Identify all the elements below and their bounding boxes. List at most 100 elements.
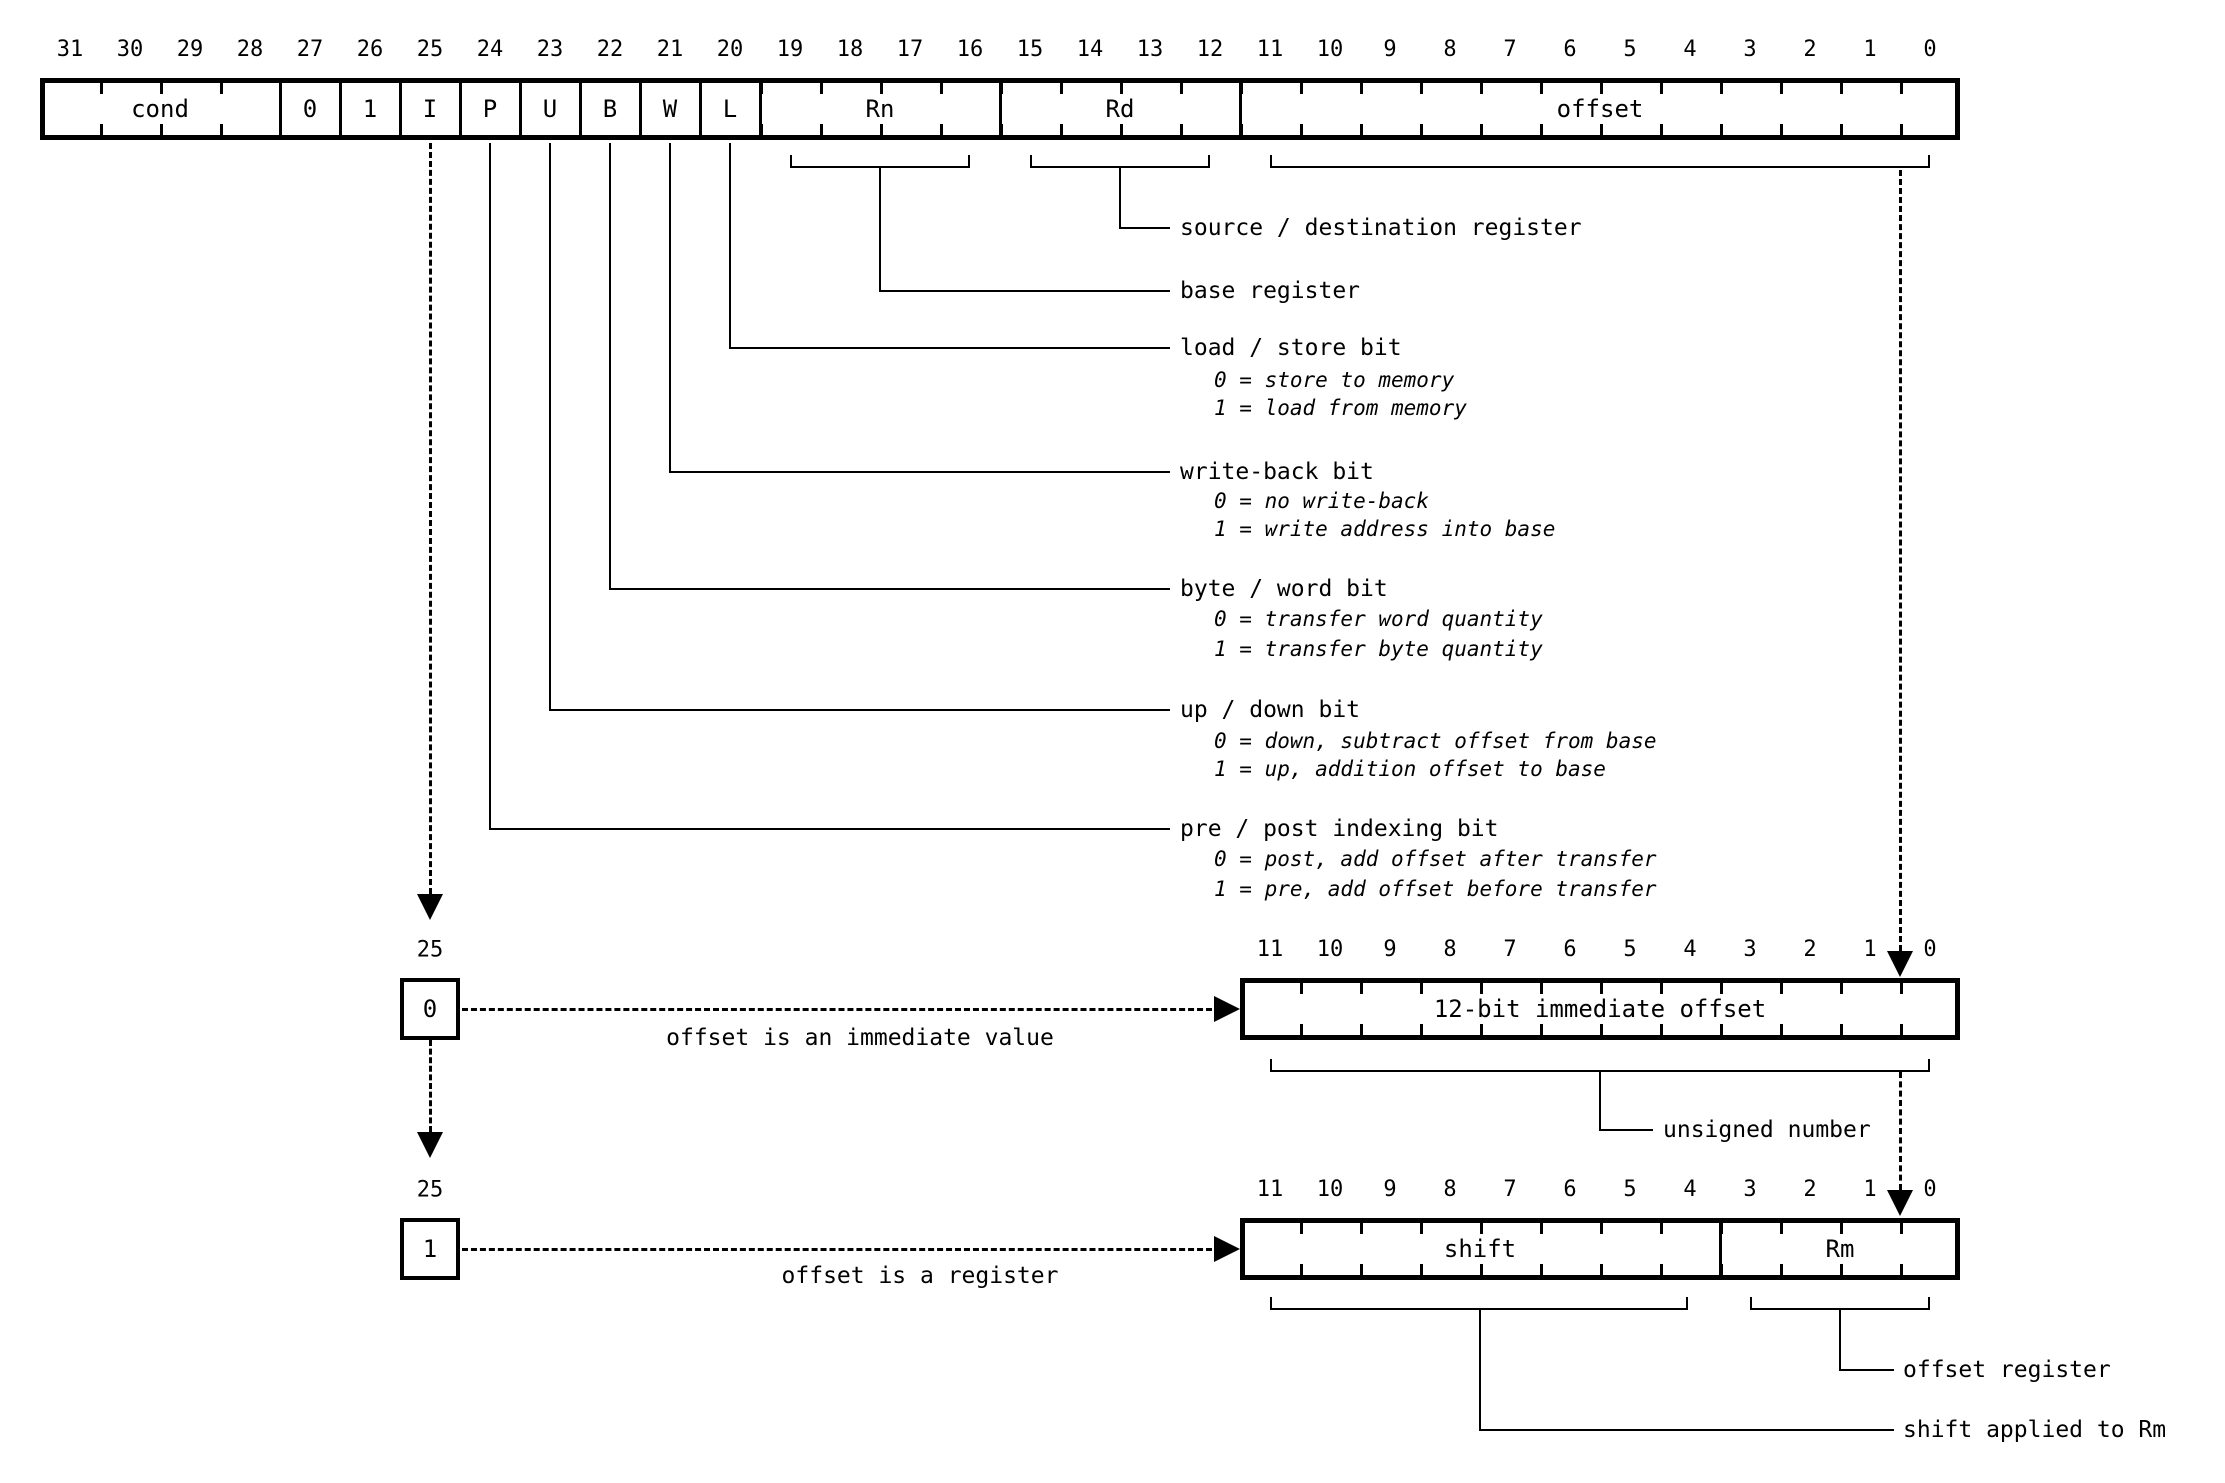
- connector-b-hline: [608, 587, 1170, 591]
- arrow-down-register-variant-icon: [417, 1132, 443, 1158]
- note-load-store-1: 1 = load from memory: [1214, 396, 1467, 420]
- connector-rd-hline: [1118, 226, 1170, 230]
- bit-number: 17: [896, 37, 924, 62]
- connector-rd-vline: [1118, 168, 1122, 229]
- note-pre-post-1: 1 = pre, add offset before transfer: [1214, 877, 1657, 901]
- bit-number: 4: [1683, 37, 1697, 62]
- arrow-down-into-rm-box-icon: [1887, 1190, 1913, 1216]
- unsigned-number-hline: [1598, 1128, 1653, 1132]
- field-b-bit: B: [602, 95, 618, 123]
- bit-number: 2: [1803, 937, 1817, 962]
- bit-number: 10: [1316, 1177, 1344, 1202]
- note-pre-post-0: 0 = post, add offset after transfer: [1214, 847, 1657, 871]
- field-separator: [278, 82, 282, 136]
- bit-number: 14: [1076, 37, 1104, 62]
- bit-number: 2: [1803, 1177, 1817, 1202]
- bit-number: 27: [296, 37, 324, 62]
- bit-number: 1: [1863, 37, 1877, 62]
- register-dashed-arrow-line: [462, 1247, 1212, 1251]
- bit-number: 6: [1563, 937, 1577, 962]
- field-rd: Rd: [1105, 95, 1135, 123]
- field-rm: Rm: [1825, 1235, 1855, 1263]
- bit-25-label-register: 25: [416, 1177, 444, 1203]
- bit-number: 15: [1016, 37, 1044, 62]
- bit-number: 4: [1683, 1177, 1697, 1202]
- rn-bracket: [790, 155, 970, 168]
- label-up-down-bit: up / down bit: [1180, 697, 1361, 723]
- field-separator: [398, 82, 402, 136]
- connector-p-hline: [488, 827, 1170, 831]
- bit-number: 20: [716, 37, 744, 62]
- bit-number: 9: [1383, 1177, 1397, 1202]
- i-bit-value-box-1: 1: [400, 1218, 460, 1280]
- bit-number: 3: [1743, 1177, 1757, 1202]
- bit-number: 10: [1316, 37, 1344, 62]
- label-load-store-bit: load / store bit: [1180, 335, 1402, 361]
- note-byte-word-1: 1 = transfer byte quantity: [1214, 637, 1543, 661]
- connector-rn-vline: [878, 168, 882, 292]
- bit-number-row-32: 31 30 29 28 27 26 25 24 23 22 21 20 19 18 17 16 15 14 13 12…: [40, 28, 1960, 72]
- connector-u-vline: [548, 143, 552, 711]
- bit-number: 21: [656, 37, 684, 62]
- bit-number: 11: [1256, 37, 1284, 62]
- bit-number: 30: [116, 37, 144, 62]
- label-write-back-bit: write-back bit: [1180, 459, 1374, 485]
- field-separator: [458, 82, 462, 136]
- i-bit-value-1: 1: [422, 1235, 438, 1263]
- bit-number: 19: [776, 37, 804, 62]
- label-unsigned-number: unsigned number: [1663, 1117, 1871, 1143]
- field-cond: cond: [131, 95, 189, 123]
- bit-number: 18: [836, 37, 864, 62]
- bit-number: 8: [1443, 37, 1457, 62]
- connector-u-hline: [548, 708, 1170, 712]
- label-offset-is-register: offset is a register: [781, 1263, 1059, 1289]
- connector-p-vline: [488, 143, 492, 830]
- field-offset: offset: [1556, 95, 1644, 123]
- arrow-down-i-bit-icon: [417, 894, 443, 920]
- field-separator: [338, 82, 342, 136]
- bit-number: 1: [1863, 1177, 1877, 1202]
- offset-register-vline: [1838, 1308, 1842, 1371]
- arrow-right-register-icon: [1214, 1236, 1240, 1262]
- connector-rn-hline: [878, 289, 1170, 293]
- shift-applied-vline: [1478, 1308, 1482, 1431]
- bit-number: 3: [1743, 937, 1757, 962]
- bit-number: 5: [1623, 937, 1637, 962]
- field-12bit-immediate-offset: 12-bit immediate offset: [1433, 995, 1767, 1023]
- bit-number: 7: [1503, 1177, 1517, 1202]
- bit-number: 16: [956, 37, 984, 62]
- arrow-right-immediate-icon: [1214, 996, 1240, 1022]
- bit-number: 9: [1383, 37, 1397, 62]
- bit-number: 10: [1316, 937, 1344, 962]
- offset-bit0-dashed-line-lower: [1898, 1072, 1902, 1190]
- note-byte-word-0: 0 = transfer word quantity: [1214, 607, 1543, 631]
- note-load-store-0: 0 = store to memory: [1214, 368, 1455, 392]
- i-bit-dashed-line: [428, 143, 432, 894]
- connector-l-vline: [728, 143, 732, 349]
- i-bit-value-box-0: 0: [400, 978, 460, 1040]
- label-byte-word-bit: byte / word bit: [1180, 576, 1388, 602]
- field-separator: [638, 82, 642, 136]
- connector-b-vline: [608, 143, 612, 590]
- bit-number: 31: [56, 37, 84, 62]
- field-shift: shift: [1443, 1235, 1517, 1263]
- bit-number: 26: [356, 37, 384, 62]
- bit-number: 24: [476, 37, 504, 62]
- connector-w-vline: [668, 143, 672, 473]
- label-shift-applied-to-rm: shift applied to Rm: [1903, 1417, 2167, 1443]
- bit-number-row-shift-rm: 11 10 9 8 7 6 5 4 3 2 1 0: [1240, 1168, 1960, 1212]
- bit-number: 7: [1503, 937, 1517, 962]
- field-separator: [698, 82, 702, 136]
- arrow-down-into-immediate-box-icon: [1887, 951, 1913, 977]
- note-up-down-1: 1 = up, addition offset to base: [1214, 757, 1606, 781]
- bit-number: 29: [176, 37, 204, 62]
- bit-number: 9: [1383, 937, 1397, 962]
- offset-register-hline: [1838, 1368, 1894, 1372]
- bit-number: 22: [596, 37, 624, 62]
- field-separator: [518, 82, 522, 136]
- field-bit27: 0: [302, 95, 318, 123]
- field-separator: [998, 82, 1002, 136]
- bit-number: 12: [1196, 37, 1224, 62]
- connector-w-hline: [668, 470, 1170, 474]
- note-write-back-1: 1 = write address into base: [1214, 517, 1556, 541]
